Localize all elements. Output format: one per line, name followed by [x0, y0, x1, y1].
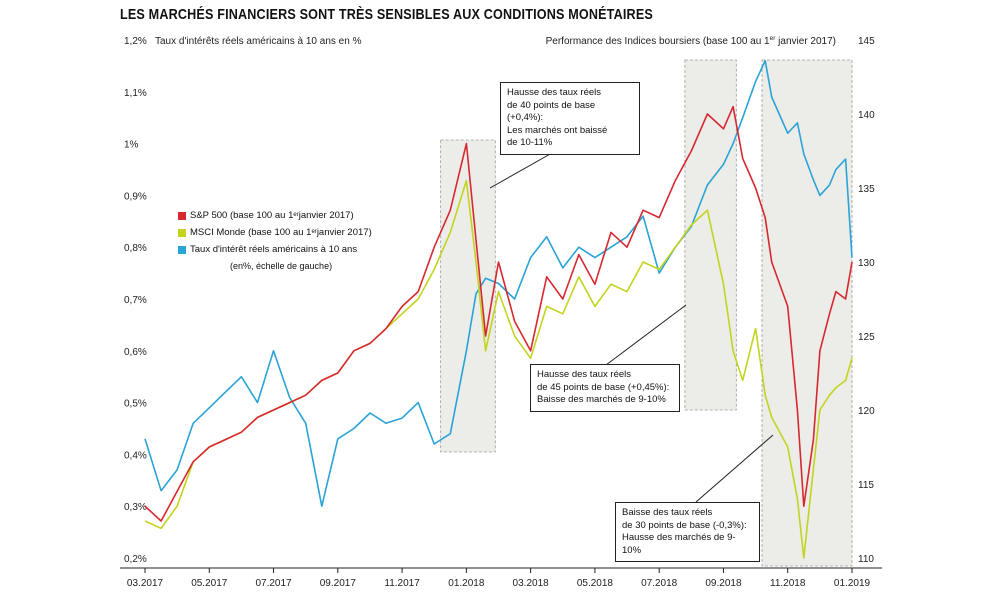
left-tick-label: 1,1% [124, 88, 147, 99]
legend: S&P 500 (base 100 au 1 er janvier 2017) M… [178, 207, 372, 275]
right-tick-label: 115 [858, 480, 874, 491]
x-tick-label: 11.2018 [770, 578, 806, 589]
right-tick-label: 145 [858, 36, 875, 47]
x-tick-label: 07.2017 [255, 578, 292, 589]
left-tick-label: 1% [124, 140, 139, 151]
legend-item-rates: Taux d'intérêt réels américains à 10 ans [178, 241, 372, 258]
left-axis-ticks: 1,2% 1,1% 1% 0,9% 0,8% 0,7% 0,6% 0,5% 0,4% 0,3% 0,… [124, 36, 147, 565]
left-tick-label: 0,2% [124, 554, 147, 565]
annotation-box-3: Baisse des taux réels de 30 points de ba… [615, 502, 760, 562]
x-tick-label: 07.2018 [641, 578, 678, 589]
right-axis-title: Performance des Indices boursiers (base … [546, 35, 836, 47]
x-tick-label: 05.2017 [191, 578, 228, 589]
chart-title: LES MARCHÉS FINANCIERS SONT TRÈS SENSIBL… [120, 6, 653, 23]
annotation-box-1: Hausse des taux réels de 40 points de ba… [500, 82, 640, 155]
shaded-period-2 [684, 59, 737, 411]
x-tick-label: 03.2017 [127, 578, 164, 589]
legend-item-msci: MSCI Monde (base 100 au 1 er janvier 2017… [178, 224, 372, 241]
legend-swatch-sp500 [178, 211, 186, 220]
shaded-period-1 [440, 139, 496, 453]
left-axis-title: Taux d'intérêts réels américains à 10 an… [155, 36, 362, 47]
legend-swatch-msci [178, 228, 186, 237]
x-axis-ticks: 03.2017 05.2017 07.2017 09.2017 11.2017 01.20… [127, 568, 871, 589]
legend-swatch-rates [178, 245, 186, 254]
right-tick-label: 110 [858, 554, 874, 565]
series-line-real-rates [144, 59, 853, 508]
annotation-connector-2 [605, 304, 687, 366]
series-lines [144, 59, 853, 559]
x-tick-label: 05.2018 [577, 578, 614, 589]
annotation-connector-3 [695, 434, 774, 503]
right-tick-label: 140 [858, 110, 875, 121]
x-tick-label: 01.2019 [834, 578, 871, 589]
shaded-period-3 [761, 59, 853, 567]
left-tick-label: 0,5% [124, 399, 147, 410]
x-tick-label: 09.2017 [320, 578, 357, 589]
right-axis-ticks: 145 140 135 130 125 120 115 110 [858, 36, 875, 565]
left-tick-label: 1,2% [124, 36, 147, 47]
x-tick-label: 03.2018 [513, 578, 550, 589]
left-tick-label: 0,3% [124, 502, 147, 513]
left-tick-label: 0,8% [124, 243, 147, 254]
left-tick-label: 0,4% [124, 450, 147, 461]
left-tick-label: 0,7% [124, 295, 147, 306]
x-tick-label: 09.2018 [705, 578, 742, 589]
right-tick-label: 130 [858, 258, 875, 269]
left-tick-label: 0,9% [124, 191, 147, 202]
right-tick-label: 120 [858, 406, 875, 417]
right-tick-label: 125 [858, 332, 875, 343]
series-line-sp500 [144, 105, 853, 522]
annotation-box-2: Hausse des taux réels de 45 points de ba… [530, 364, 680, 412]
left-tick-label: 0,6% [124, 347, 147, 358]
legend-rates-note: (en%, échelle de gauche) [230, 261, 333, 271]
x-tick-label: 11.2017 [384, 578, 420, 589]
legend-item-sp500: S&P 500 (base 100 au 1 er janvier 2017) [178, 207, 372, 224]
right-tick-label: 135 [858, 184, 875, 195]
x-tick-label: 01.2018 [448, 578, 485, 589]
